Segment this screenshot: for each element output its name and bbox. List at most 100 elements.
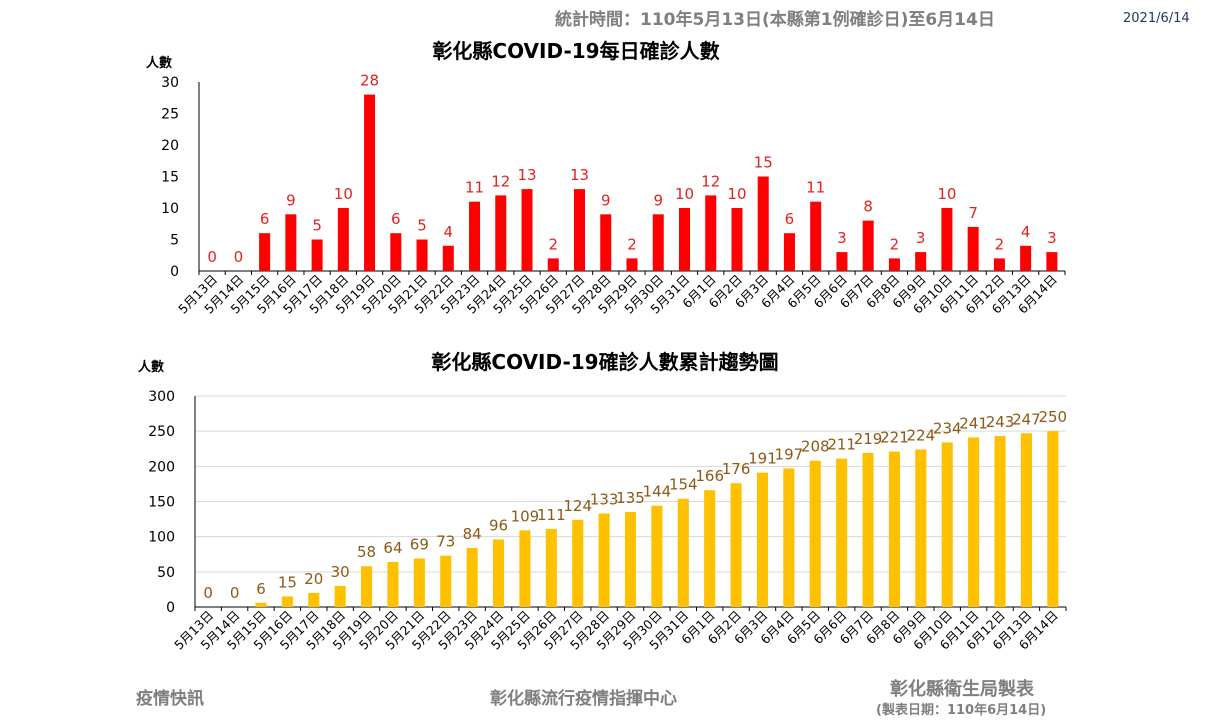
cumulative-y-tick-label: 100 <box>148 530 175 546</box>
cumulative-data-label: 20 <box>304 570 323 588</box>
daily-bar <box>836 252 848 271</box>
daily-chart-title: 彰化縣COVID-19每日確診人數 <box>432 39 719 63</box>
daily-data-label: 5 <box>312 217 322 235</box>
daily-data-label: 10 <box>675 185 694 203</box>
daily-bar <box>915 252 927 271</box>
daily-data-label: 15 <box>754 154 773 172</box>
cumulative-data-label: 234 <box>933 419 962 437</box>
daily-y-tick-label: 25 <box>161 107 179 123</box>
daily-cases-chart: 彰化縣COVID-19每日確診人數人數05101520253005月13日05月… <box>146 39 1066 317</box>
daily-data-label: 0 <box>207 248 217 266</box>
footer-command-center: 彰化縣流行疫情指揮中心 <box>490 689 677 709</box>
daily-y-tick-label: 15 <box>161 170 179 186</box>
cumulative-data-label: 30 <box>331 563 350 581</box>
cumulative-bar <box>281 596 293 607</box>
cumulative-data-label: 64 <box>383 539 402 557</box>
footer-producer: 彰化縣衛生局製表 <box>890 679 1034 700</box>
daily-y-tick-label: 30 <box>161 75 179 91</box>
cumulative-data-label: 0 <box>230 584 240 602</box>
daily-data-label: 3 <box>1047 229 1057 247</box>
daily-bar <box>285 214 297 271</box>
cumulative-y-tick-label: 200 <box>148 459 175 475</box>
footer-bulletin: 疫情快訊 <box>136 689 204 709</box>
cumulative-data-label: 6 <box>256 580 266 598</box>
daily-bar <box>547 258 559 271</box>
cumulative-bar <box>756 472 769 607</box>
daily-data-label: 12 <box>491 172 510 190</box>
daily-data-label: 10 <box>334 185 353 203</box>
daily-data-label: 3 <box>837 229 847 247</box>
daily-data-label: 9 <box>601 191 611 209</box>
daily-bar <box>442 245 454 271</box>
daily-bar <box>967 226 979 271</box>
daily-data-label: 0 <box>234 248 244 266</box>
cumulative-chart-title: 彰化縣COVID-19確診人數累計趨勢圖 <box>431 350 778 374</box>
daily-y-tick-label: 20 <box>161 138 179 154</box>
daily-bar <box>810 201 822 271</box>
cumulative-bar <box>598 513 610 607</box>
daily-data-label: 10 <box>727 185 746 203</box>
cumulative-bar <box>968 437 980 607</box>
cumulative-data-label: 84 <box>463 525 482 543</box>
daily-bar <box>993 258 1005 271</box>
daily-bar <box>678 208 690 271</box>
cumulative-y-axis-label: 人數 <box>138 359 164 375</box>
daily-data-label: 2 <box>627 235 637 253</box>
daily-data-label: 3 <box>916 229 926 247</box>
daily-bar <box>652 214 664 271</box>
daily-bar <box>337 208 349 271</box>
cumulative-bar <box>624 512 637 607</box>
report-date: 2021/6/14 <box>1123 11 1190 26</box>
cumulative-bar <box>255 602 267 607</box>
cumulative-data-label: 176 <box>722 460 751 478</box>
cumulative-data-label: 250 <box>1038 408 1067 426</box>
daily-data-label: 2 <box>995 235 1005 253</box>
cumulative-bar <box>809 460 821 607</box>
cumulative-data-label: 224 <box>907 426 936 444</box>
daily-bar <box>521 189 533 271</box>
daily-bar <box>757 176 769 271</box>
cumulative-data-label: 73 <box>436 533 455 551</box>
cumulative-data-label: 208 <box>801 438 830 456</box>
cumulative-data-label: 166 <box>695 467 724 485</box>
daily-data-label: 6 <box>391 210 401 228</box>
cumulative-data-label: 96 <box>489 516 508 534</box>
cumulative-data-label: 243 <box>986 413 1015 431</box>
daily-bar <box>862 220 874 271</box>
daily-data-label: 13 <box>570 166 589 184</box>
daily-data-label: 9 <box>653 191 663 209</box>
cumulative-y-tick-label: 150 <box>148 495 175 511</box>
cumulative-bar <box>334 585 346 607</box>
daily-bar <box>888 258 900 271</box>
cumulative-data-label: 69 <box>410 535 429 553</box>
cumulative-bar <box>677 498 689 607</box>
cumulative-bar <box>308 592 320 607</box>
daily-data-label: 11 <box>806 179 825 197</box>
cumulative-bar <box>1020 433 1032 607</box>
cumulative-data-label: 211 <box>827 436 856 454</box>
daily-bar <box>416 239 428 271</box>
daily-bar <box>469 201 481 271</box>
cumulative-data-label: 241 <box>959 414 988 432</box>
cumulative-y-tick-label: 50 <box>157 565 175 581</box>
cumulative-y-tick-label: 0 <box>166 600 175 616</box>
daily-bar <box>731 208 743 271</box>
cumulative-data-label: 58 <box>357 543 376 561</box>
statistics-period: 統計時間：110年5月13日(本縣第1例確診日)至6月14日 <box>555 10 995 30</box>
cumulative-bar <box>466 547 478 607</box>
daily-data-label: 4 <box>444 223 454 241</box>
cumulative-bar <box>994 436 1006 607</box>
cumulative-bar <box>519 530 531 607</box>
footer-production-date: (製表日期：110年6月14日) <box>876 703 1047 718</box>
daily-bar <box>495 195 507 271</box>
cumulative-bar <box>783 468 795 607</box>
daily-data-label: 10 <box>937 185 956 203</box>
cumulative-bar <box>440 555 452 607</box>
daily-data-label: 28 <box>360 72 379 90</box>
daily-bar <box>574 189 586 271</box>
cumulative-bar <box>888 451 900 607</box>
cumulative-bar <box>361 566 373 607</box>
cumulative-data-label: 219 <box>854 430 883 448</box>
cumulative-bar <box>862 452 874 607</box>
cumulative-bar <box>492 539 505 607</box>
